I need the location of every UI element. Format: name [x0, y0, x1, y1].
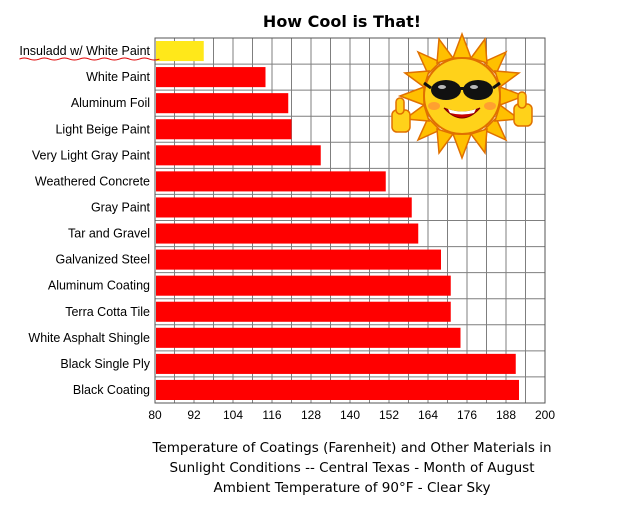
bar [156, 93, 289, 114]
category-label: Aluminum Coating [48, 279, 150, 293]
bar [156, 353, 516, 374]
category-label: White Asphalt Shingle [28, 331, 150, 345]
bar [156, 379, 519, 400]
category-label: Black Coating [73, 383, 150, 397]
bar [156, 67, 266, 88]
category-label: Very Light Gray Paint [32, 148, 151, 162]
bar [156, 41, 204, 62]
x-axis-label-line: Sunlight Conditions -- Central Texas - M… [169, 460, 534, 476]
x-axis-label-line: Ambient Temperature of 90°F - Clear Sky [214, 480, 491, 496]
x-tick-label: 200 [535, 408, 555, 422]
category-label: White Paint [86, 70, 150, 84]
bar [156, 119, 292, 140]
x-tick-label: 104 [223, 408, 243, 422]
x-tick-label: 152 [379, 408, 399, 422]
x-tick-label: 128 [301, 408, 321, 422]
category-label: Aluminum Foil [71, 96, 150, 110]
x-tick-label: 188 [496, 408, 516, 422]
bar [156, 301, 451, 322]
bar [156, 327, 461, 348]
x-tick-label: 140 [340, 408, 360, 422]
chart-title: How Cool is That! [263, 12, 421, 31]
x-tick-label: 92 [187, 408, 201, 422]
category-label: Weathered Concrete [35, 174, 150, 188]
plot-frame [154, 37, 546, 404]
category-labels: Insuladd w/ White Paint White Paint Alumin… [19, 44, 160, 397]
category-label: Insuladd w/ White Paint [19, 44, 150, 58]
bar [156, 249, 441, 270]
category-label: Black Single Ply [60, 357, 150, 371]
category-label: Light Beige Paint [55, 122, 150, 136]
category-label: Tar and Gravel [68, 227, 150, 241]
x-tick-label: 176 [457, 408, 477, 422]
bars [156, 41, 519, 400]
x-tick-labels: 80 92 104 116 128 140 152 164 176 188 200 [148, 408, 555, 422]
bar [156, 275, 451, 296]
bar [156, 145, 321, 166]
x-axis-label: Temperature of Coatings (Farenheit) and … [152, 440, 552, 496]
x-tick-label: 164 [418, 408, 438, 422]
sun-with-sunglasses-icon [391, 31, 533, 161]
x-axis-label-line: Temperature of Coatings (Farenheit) and … [152, 440, 552, 456]
category-label: Gray Paint [91, 200, 151, 214]
highlight-underline [19, 57, 160, 61]
bar [156, 171, 386, 192]
category-label: Terra Cotta Tile [65, 305, 150, 319]
bar [156, 197, 412, 218]
x-tick-label: 80 [148, 408, 162, 422]
x-tick-label: 116 [262, 408, 281, 422]
bar [156, 223, 419, 244]
category-label: Galvanized Steel [55, 253, 150, 267]
